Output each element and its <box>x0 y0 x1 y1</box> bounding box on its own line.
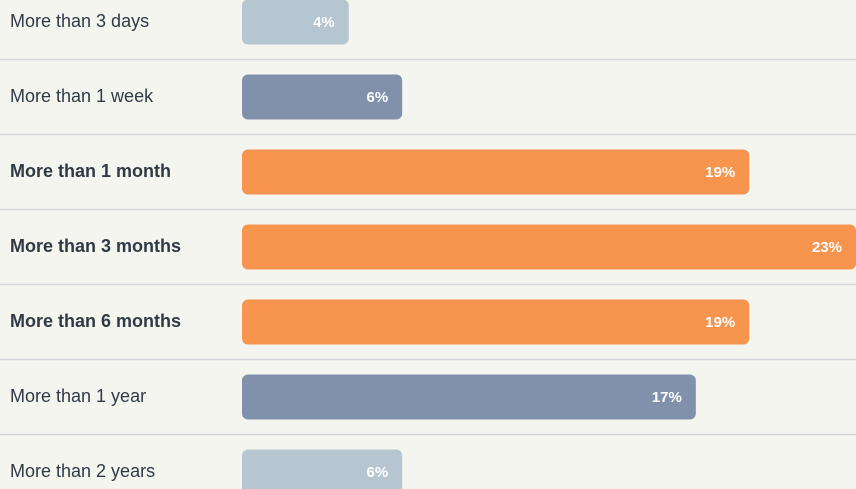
bar <box>242 224 856 270</box>
bar <box>242 299 750 345</box>
value-label: 4% <box>313 14 335 31</box>
category-label: More than 6 months <box>10 311 181 331</box>
category-label: More than 1 week <box>10 86 154 106</box>
category-label: More than 3 months <box>10 236 181 256</box>
bar <box>242 149 750 195</box>
bar <box>242 374 696 420</box>
bar <box>242 0 349 45</box>
category-label: More than 3 days <box>10 11 149 31</box>
value-label: 23% <box>812 239 842 256</box>
value-label: 19% <box>705 164 735 181</box>
category-label: More than 1 year <box>10 386 146 406</box>
category-label: More than 1 month <box>10 161 171 181</box>
category-label: More than 2 years <box>10 461 155 481</box>
value-label: 6% <box>366 464 388 481</box>
bar <box>242 74 403 120</box>
value-label: 6% <box>366 89 388 106</box>
bar <box>242 449 403 489</box>
value-label: 19% <box>705 314 735 331</box>
value-label: 17% <box>652 389 682 406</box>
